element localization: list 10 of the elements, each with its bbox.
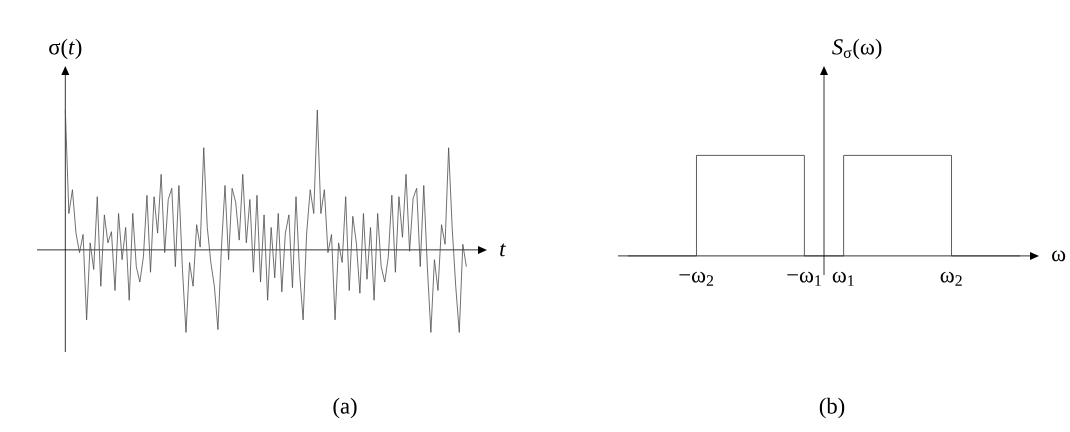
y-axis-title: σ(t) xyxy=(49,38,82,60)
y-axis-title: S$_{σ}$(ω) xyxy=(832,38,882,60)
x-tick-label: −ω$_{2}$ xyxy=(679,271,714,286)
x-tick-label: −ω$_{1}$ xyxy=(787,271,821,286)
x-tick-label: ω$_{2}$ xyxy=(940,271,962,286)
text: (a) xyxy=(333,397,357,419)
text: (b) xyxy=(819,397,845,419)
x-tick-label: ω$_{1}$ xyxy=(832,271,854,286)
x-axis-title: t xyxy=(500,243,506,257)
x-axis-title: ω xyxy=(1052,250,1066,262)
